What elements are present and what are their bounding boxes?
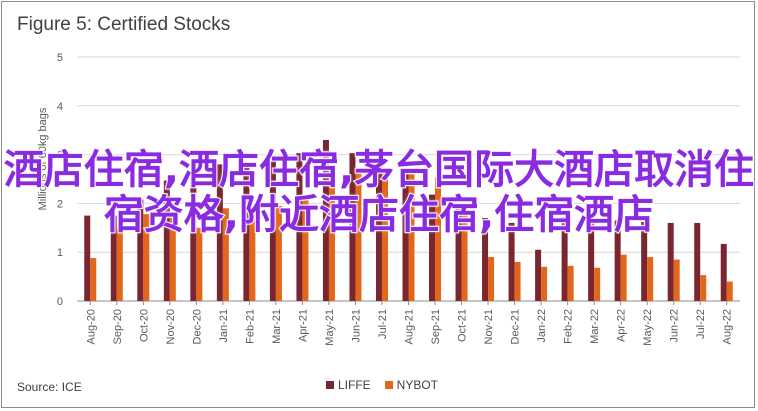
- bar-liffe: [561, 217, 568, 301]
- bar-nybot: [514, 261, 521, 301]
- bar-nybot: [275, 205, 282, 301]
- x-tick-label: May-22: [642, 309, 654, 346]
- bar-nybot: [328, 182, 335, 301]
- bar-nybot: [541, 266, 548, 301]
- bar-liffe: [614, 220, 621, 301]
- x-tick-label: Oct-21: [457, 309, 469, 342]
- bar-nybot: [196, 227, 203, 301]
- bar-nybot: [355, 171, 362, 301]
- x-tick-label: Feb-22: [563, 309, 575, 344]
- x-tick-label: Jan-22: [536, 309, 548, 343]
- y-tick-label: 3: [57, 150, 63, 162]
- bar-nybot: [673, 259, 680, 301]
- source-note: Source: ICE: [17, 380, 82, 394]
- bar-nybot: [116, 227, 123, 301]
- bar-liffe: [402, 174, 409, 301]
- x-tick-label: Dec-20: [191, 309, 203, 344]
- x-tick-label: Mar-22: [589, 309, 601, 344]
- bar-nybot: [461, 203, 468, 301]
- bar-liffe: [455, 205, 462, 301]
- legend-label-liffe: LIFFE: [338, 378, 371, 392]
- chart-legend: LIFFE NYBOT: [326, 378, 438, 392]
- legend-swatch-nybot: [384, 381, 393, 389]
- y-tick-label: 0: [57, 296, 63, 308]
- bar-nybot: [594, 267, 601, 301]
- bar-liffe: [641, 221, 648, 301]
- overlay-watermark-text: 酒店住宿,酒店住宿,茅台国际大酒店取消住宿资格,附近酒店住宿,住宿酒店: [3, 147, 755, 239]
- bar-liffe: [110, 215, 117, 301]
- bar-nybot: [381, 171, 388, 301]
- chart-title: Figure 5: Certified Stocks: [17, 14, 231, 35]
- x-tick-label: Jul-22: [695, 309, 707, 339]
- x-tick-label: Sep-21: [430, 309, 442, 344]
- x-tick-label: Jan-21: [218, 309, 230, 343]
- bar-liffe: [694, 222, 701, 301]
- bar-nybot: [700, 275, 707, 301]
- x-tick-label: Mar-21: [271, 309, 283, 344]
- y-axis-label: Millions of 60kg bags: [37, 107, 49, 210]
- x-tick-label: Apr-22: [616, 309, 628, 342]
- bar-liffe: [216, 164, 223, 301]
- x-tick-label: Oct-20: [138, 309, 150, 342]
- bar-nybot: [435, 177, 442, 301]
- bar-liffe: [190, 174, 197, 301]
- bar-nybot: [726, 281, 733, 301]
- legend-item-liffe: LIFFE: [326, 378, 371, 392]
- y-tick-label: 5: [57, 52, 63, 64]
- bar-liffe: [720, 243, 727, 301]
- y-tick-label: 2: [57, 198, 63, 210]
- x-tick-label: Sep-20: [112, 309, 124, 344]
- bar-liffe: [508, 222, 515, 301]
- bar-nybot: [90, 258, 97, 301]
- bar-liffe: [429, 194, 436, 301]
- bar-liffe: [84, 215, 91, 301]
- bar-liffe: [322, 139, 329, 301]
- bar-liffe: [349, 153, 356, 301]
- x-tick-label: Jun-21: [350, 309, 362, 343]
- bar-liffe: [163, 180, 170, 301]
- bar-liffe: [296, 153, 303, 301]
- legend-swatch-liffe: [326, 381, 334, 389]
- bar-liffe: [375, 161, 382, 301]
- x-tick-label: Nov-20: [165, 309, 177, 344]
- bar-nybot: [488, 257, 495, 301]
- bar-nybot: [169, 214, 176, 301]
- bar-liffe: [243, 161, 250, 301]
- x-tick-label: Aug-20: [85, 309, 97, 344]
- x-tick-label: May-21: [324, 309, 336, 346]
- x-tick-label: Nov-21: [483, 309, 495, 344]
- bar-liffe: [535, 249, 542, 301]
- x-tick-label: Jul-21: [377, 309, 389, 339]
- y-tick-label: 4: [57, 101, 63, 113]
- bar-liffe: [667, 222, 674, 301]
- bar-liffe: [588, 219, 595, 301]
- x-tick-label: Apr-21: [297, 309, 309, 342]
- bar-nybot: [620, 254, 627, 301]
- x-tick-label: Dec-21: [510, 309, 522, 344]
- bar-liffe: [269, 155, 276, 301]
- bar-nybot: [408, 174, 415, 301]
- x-tick-label: Feb-21: [244, 309, 256, 344]
- bar-nybot: [222, 208, 229, 301]
- bar-nybot: [567, 265, 574, 301]
- x-tick-label: Jun-22: [669, 309, 681, 343]
- bar-nybot: [647, 257, 654, 301]
- legend-label-nybot: NYBOT: [396, 378, 439, 392]
- y-tick-label: 1: [57, 247, 63, 259]
- legend-item-nybot: NYBOT: [384, 378, 439, 392]
- bar-nybot: [302, 197, 309, 301]
- bar-liffe: [482, 218, 489, 301]
- bar-liffe: [137, 199, 144, 301]
- bar-nybot: [249, 210, 256, 301]
- bar-nybot: [143, 214, 150, 301]
- x-tick-label: Aug-22: [722, 309, 734, 344]
- x-tick-label: Aug-21: [404, 309, 416, 344]
